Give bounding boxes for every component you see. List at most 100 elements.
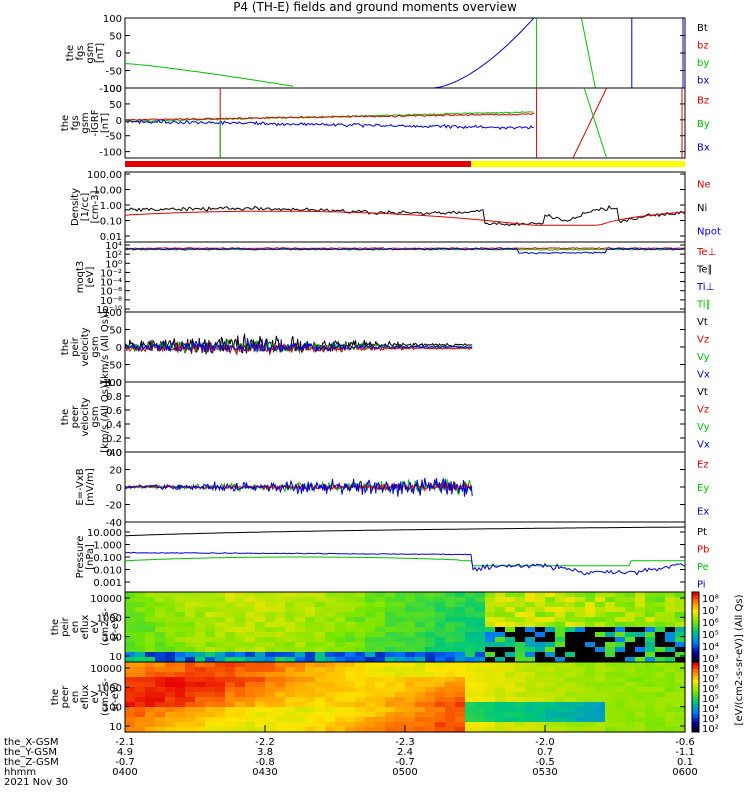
spectrogram-cell: [365, 722, 376, 728]
spectrogram-cell: [365, 727, 376, 733]
spectrogram-cell: [255, 642, 266, 648]
spectrogram-cell: [265, 672, 276, 678]
spectrogram-cell: [225, 662, 236, 668]
spectrogram-cell: [425, 652, 436, 658]
spectrogram-cell: [645, 672, 656, 678]
x-row-label: the_X-GSM: [4, 737, 58, 748]
spectrogram-cell: [175, 657, 186, 663]
spectrogram-cell: [175, 682, 186, 688]
spectrogram-cell: [305, 647, 316, 653]
spectrogram-cell: [365, 637, 376, 643]
spectrogram-cell: [285, 612, 296, 618]
spectrogram-cell: [205, 692, 216, 698]
spectrogram-cell: [475, 607, 486, 613]
spectrogram-cell: [315, 612, 326, 618]
spectrogram-cell: [245, 607, 256, 613]
spectrogram-cell: [435, 667, 446, 673]
spectrogram-cell: [285, 657, 296, 663]
y-tick-label: 100: [103, 84, 122, 95]
spectrogram-cell: [405, 707, 416, 713]
spectrogram-cell: [605, 727, 616, 733]
spectrogram-cell: [415, 647, 426, 653]
spectrogram-cell: [635, 667, 646, 673]
spectrogram-cell: [395, 687, 406, 693]
spectrogram-cell: [255, 662, 266, 668]
spectrogram-cell: [255, 682, 266, 688]
spectrogram-cell: [625, 722, 636, 728]
spectrogram-cell: [675, 677, 686, 683]
spectrogram-cell: [425, 642, 436, 648]
series-Ti-perp: [124, 247, 686, 255]
spectrogram-cell: [195, 722, 206, 728]
spectrogram-cell: [395, 667, 406, 673]
spectrogram-cell: [185, 602, 196, 608]
y-tick-label: 100: [103, 633, 122, 644]
spectrogram-cell: [485, 727, 496, 733]
spectrogram-cell: [275, 637, 286, 643]
spectrogram-cell: [335, 722, 346, 728]
spectrogram-cell: [285, 712, 296, 718]
colorbar-segment: [692, 599, 699, 603]
legend-by: by: [697, 58, 709, 69]
spectrogram-cell: [245, 667, 256, 673]
spectrogram-cell: [665, 677, 676, 683]
spectrogram-cell: [185, 672, 196, 678]
spectrogram-cell: [465, 667, 476, 673]
spectrogram-cell: [385, 677, 396, 683]
spectrogram-cell: [465, 677, 476, 683]
spectrogram-cell: [535, 597, 546, 603]
spectrogram-cell: [565, 682, 576, 688]
spectrogram-cell: [395, 597, 406, 603]
spectrogram-cell: [445, 592, 456, 598]
spectrogram-cell: [385, 657, 396, 663]
spectrogram-cell: [625, 622, 636, 628]
spectrogram-cell: [645, 712, 656, 718]
spectrogram-cell: [395, 617, 406, 623]
spectrogram-cell: [335, 717, 346, 723]
spectrogram-cell: [455, 637, 466, 643]
spectrogram-cell: [575, 697, 586, 703]
spectrogram-cell: [275, 652, 286, 658]
series-Bx: [124, 118, 534, 131]
spectrogram-cell: [265, 592, 276, 598]
spectrogram-cell: [345, 672, 356, 678]
spectrogram-cell: [205, 702, 216, 708]
spectrogram-cell: [165, 612, 176, 618]
spectrogram-cell: [485, 667, 496, 673]
spectrogram-cell: [495, 717, 506, 723]
spectrogram-cell: [585, 717, 596, 723]
spectrogram-cell: [655, 612, 666, 618]
spectrogram-cell: [565, 607, 576, 613]
legend-te⊥: Te⊥: [696, 247, 716, 258]
spectrogram-cell: [645, 597, 656, 603]
spectrogram-cell: [495, 697, 506, 703]
spectrogram-cell: [325, 652, 336, 658]
spectrogram-cell: [545, 602, 556, 608]
spectrogram-cell: [505, 612, 516, 618]
spectrogram-cell: [135, 657, 146, 663]
spectrogram-cell: [465, 702, 476, 708]
spectrogram-cell: [295, 722, 306, 728]
y-axis-label-line: [1/cc]: [80, 193, 91, 222]
spectrogram-cell: [475, 717, 486, 723]
spectrogram-cell: [635, 702, 646, 708]
spectrogram-cell: [585, 597, 596, 603]
spectrogram-cell: [595, 717, 606, 723]
legend-ez: Ez: [697, 460, 709, 471]
spectrogram-cell: [585, 622, 596, 628]
spectrogram-cell: [345, 677, 356, 683]
spectrogram-cell: [385, 662, 396, 668]
spectrogram-cell: [615, 657, 626, 663]
spectrogram-cell: [545, 622, 556, 628]
spectrogram-cell: [315, 722, 326, 728]
spectrogram-cell: [175, 687, 186, 693]
spectrogram-cell: [625, 697, 636, 703]
spectrogram-cell: [175, 597, 186, 603]
spectrogram-cell: [325, 677, 336, 683]
spectrogram-cell: [225, 682, 236, 688]
spectrogram-cell: [295, 622, 306, 628]
spectrogram-cell: [505, 677, 516, 683]
